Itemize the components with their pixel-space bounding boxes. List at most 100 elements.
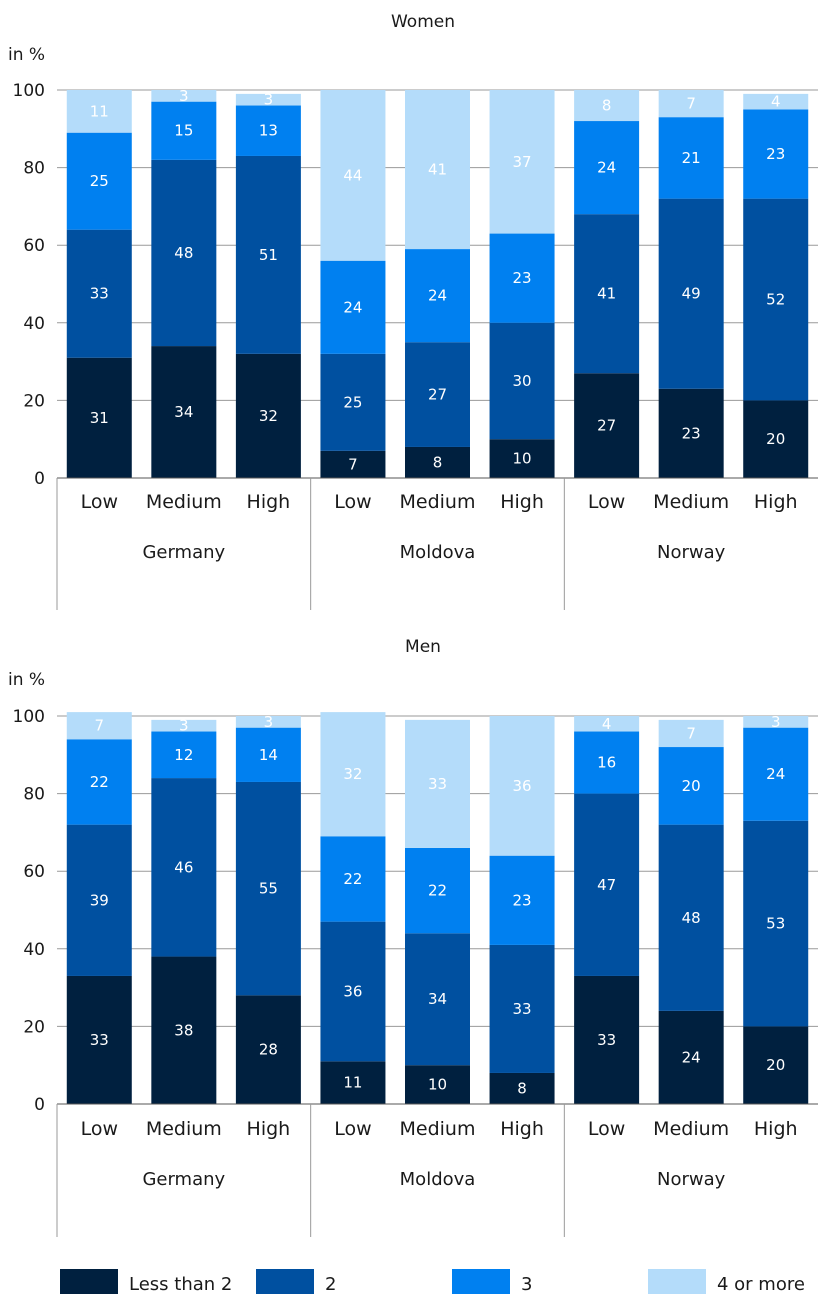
bar-segment — [489, 855, 555, 945]
data-label: 39 — [90, 891, 109, 909]
bar-segment — [151, 731, 217, 779]
bar-segment — [151, 101, 217, 160]
data-label: 30 — [513, 372, 532, 390]
bar-segment — [151, 90, 217, 102]
data-label: 33 — [513, 1000, 532, 1018]
y-tick-label: 20 — [23, 1017, 45, 1037]
data-label: 23 — [682, 424, 701, 442]
data-label: 4 — [771, 93, 781, 111]
bar-segment — [320, 260, 386, 354]
bar-segment — [320, 90, 386, 261]
bar-segment — [151, 778, 217, 957]
data-label: 33 — [428, 775, 447, 793]
data-label: 4 — [602, 715, 612, 733]
data-label: 20 — [766, 430, 785, 448]
bar-segment — [151, 159, 217, 347]
x-tick-label: High — [500, 491, 544, 513]
x-tick-label: Medium — [146, 491, 222, 513]
y-tick-label: 40 — [23, 940, 45, 960]
bar-segment — [489, 439, 555, 478]
y-tick-label: 80 — [23, 785, 45, 805]
bar-segment — [489, 716, 555, 856]
y-tick-label: 20 — [23, 391, 45, 411]
y-tick-label: 100 — [13, 81, 45, 101]
data-label: 48 — [682, 909, 701, 927]
x-tick-label: Low — [81, 491, 118, 513]
group-label: Germany — [142, 1169, 225, 1190]
x-tick-label: Low — [334, 491, 371, 513]
bar-segment — [574, 793, 640, 976]
bar-segment — [151, 956, 217, 1104]
data-label: 32 — [259, 407, 278, 425]
bar-segment — [235, 781, 301, 996]
bar-segment — [66, 132, 132, 230]
bar-segment — [320, 921, 386, 1062]
data-label: 34 — [428, 990, 447, 1008]
data-label: 41 — [428, 161, 447, 179]
bar-segment — [66, 975, 132, 1104]
legend-swatch — [256, 1269, 314, 1294]
bar-segment — [489, 90, 555, 234]
data-label: 8 — [517, 1079, 527, 1097]
bar-segment — [66, 824, 132, 976]
data-label: 33 — [90, 1031, 109, 1049]
group-label: Moldova — [400, 1169, 476, 1190]
x-tick-label: Medium — [146, 1118, 222, 1140]
data-label: 36 — [343, 982, 362, 1000]
data-label: 53 — [766, 915, 785, 933]
bar-segment — [235, 93, 301, 106]
bar-segment — [574, 373, 640, 478]
data-label: 28 — [259, 1041, 278, 1059]
bar-segment — [658, 1010, 724, 1104]
legend-swatch — [648, 1269, 706, 1294]
data-label: 24 — [682, 1048, 701, 1066]
x-tick-label: High — [754, 1118, 798, 1140]
data-label: 24 — [343, 298, 362, 316]
x-tick-label: High — [247, 1118, 291, 1140]
data-label: 33 — [90, 285, 109, 303]
bar-segment — [405, 249, 470, 343]
bar-segment — [743, 400, 809, 478]
data-label: 22 — [90, 773, 109, 791]
data-label: 12 — [174, 746, 193, 764]
data-label: 7 — [95, 717, 105, 735]
data-label: 27 — [428, 386, 447, 404]
bar-segment — [489, 233, 555, 323]
data-label: 27 — [597, 417, 616, 435]
chart-title: Men — [405, 637, 441, 657]
data-label: 24 — [766, 765, 785, 783]
bar-segment — [66, 229, 132, 358]
data-label: 7 — [348, 455, 358, 473]
data-label: 23 — [766, 145, 785, 163]
x-tick-label: Low — [81, 1118, 118, 1140]
data-label: 11 — [343, 1074, 362, 1092]
bar-segment — [151, 346, 217, 478]
x-tick-label: Low — [334, 1118, 371, 1140]
legend-swatch — [60, 1269, 118, 1294]
bar-segment — [743, 727, 809, 821]
data-label: 23 — [513, 891, 532, 909]
y-axis-label: in % — [8, 670, 45, 690]
data-label: 7 — [686, 95, 696, 113]
bar-segment — [658, 388, 724, 478]
bar-segment — [235, 995, 301, 1104]
data-label: 10 — [428, 1076, 447, 1094]
bar-segment — [66, 739, 132, 825]
data-label: 46 — [174, 858, 193, 876]
bar-segment — [405, 719, 470, 848]
bar-segment — [320, 836, 386, 922]
data-label: 3 — [179, 87, 189, 105]
bar-segment — [574, 214, 640, 374]
legend-label: Less than 2 — [129, 1274, 232, 1294]
bar-segment — [405, 90, 470, 250]
bar-segment — [405, 933, 470, 1066]
data-label: 32 — [343, 765, 362, 783]
group-label: Germany — [142, 542, 225, 563]
bar-segment — [658, 198, 724, 389]
data-label: 24 — [428, 287, 447, 305]
data-label: 48 — [174, 244, 193, 262]
data-label: 8 — [602, 97, 612, 115]
bar-segment — [151, 719, 217, 732]
